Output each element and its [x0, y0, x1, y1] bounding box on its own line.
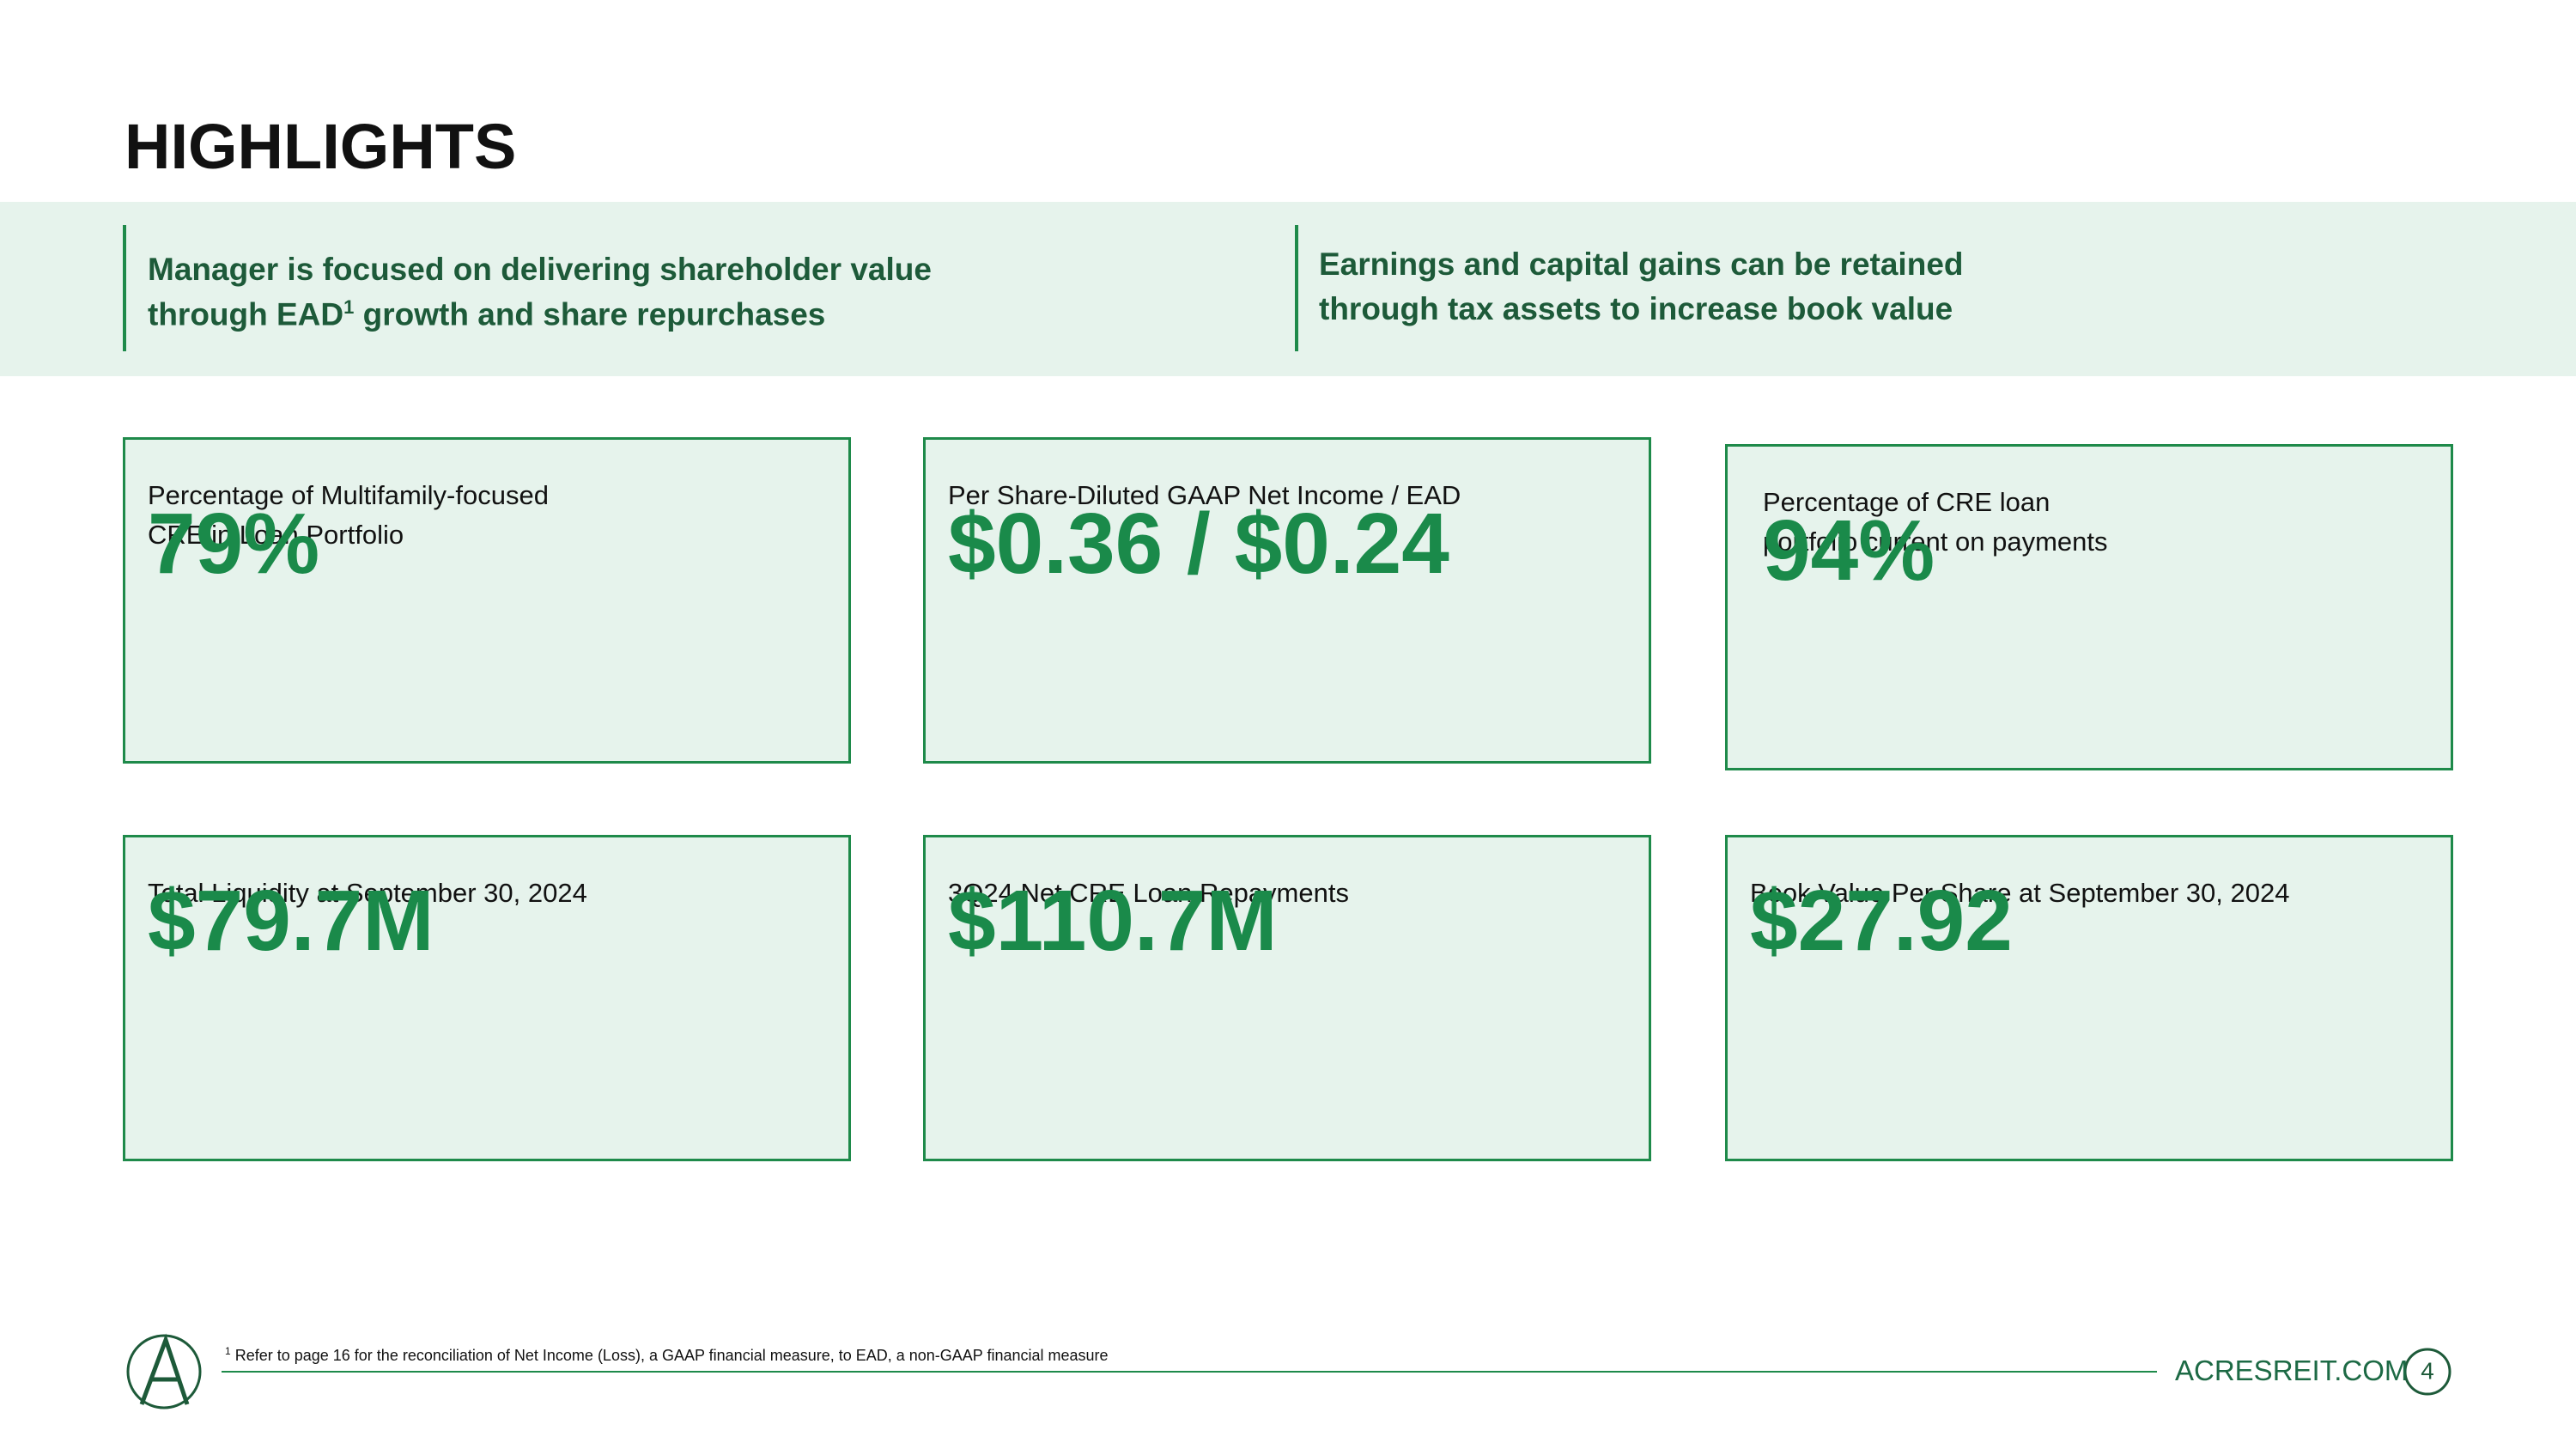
card-label: Book Value Per Share at September 30, 20… [1750, 878, 2290, 908]
text: growth and share repurchases [354, 296, 826, 332]
card-value: $0.36 / $0.24 [948, 496, 1449, 592]
banner-bar [123, 225, 126, 351]
footnote: 1 Refer to page 16 for the reconciliatio… [225, 1345, 1109, 1365]
card-value: 79% [148, 496, 320, 592]
banner-text: Earnings and capital gains can be retain… [1319, 247, 1964, 283]
footer-graphics: 4 [126, 1333, 2451, 1409]
metric-card [1725, 835, 2453, 1161]
banner-bar [1295, 225, 1298, 351]
footnote-text: Refer to page 16 for the reconciliation … [234, 1347, 1109, 1364]
metric-card [123, 835, 851, 1161]
footnote-mark: 1 [225, 1345, 231, 1357]
superscript: 1 [343, 296, 355, 318]
website: ACRESREIT.COM [2175, 1355, 2409, 1386]
card-label: 3Q24 Net CRE Loan Repayments [948, 878, 1349, 908]
card-label: Percentage of CRE loan [1763, 487, 2050, 517]
text: through tax assets to increase book valu… [1319, 291, 1953, 326]
text: Earnings and capital gains can be retain… [1319, 247, 1964, 282]
page-number: 4 [2421, 1357, 2434, 1384]
card-label: portfolio current on payments [1763, 527, 2108, 557]
card-value: $27.92 [1750, 873, 2013, 969]
metric-card [123, 437, 851, 764]
card-label: Per Share-Diluted GAAP Net Income / EAD [948, 480, 1461, 510]
metric-card [1725, 444, 2453, 770]
card-label: Percentage of Multifamily-focused [148, 480, 549, 510]
metric-card [923, 437, 1651, 764]
banner-text: through EAD1 growth and share repurchase… [148, 296, 825, 332]
banner-text: Manager is focused on delivering shareho… [148, 252, 932, 288]
banner [0, 202, 2576, 376]
card-label: Total Liquidity at September 30, 2024 [148, 878, 587, 908]
metric-card [923, 835, 1651, 1161]
page-circle [2403, 1348, 2451, 1396]
card-label: CRE in Loan Portfolio [148, 520, 404, 550]
card-value: $79.7M [148, 873, 434, 969]
banner-text: through tax assets to increase book valu… [1319, 291, 1953, 327]
text: through EAD [148, 296, 344, 332]
logo-letter [139, 1333, 190, 1405]
logo [126, 1334, 202, 1409]
card-value: $110.7M [948, 873, 1278, 969]
card-value: 94% [1763, 502, 1935, 599]
text: Manager is focused on delivering shareho… [148, 252, 932, 287]
title: HIGHLIGHTS [125, 111, 517, 182]
